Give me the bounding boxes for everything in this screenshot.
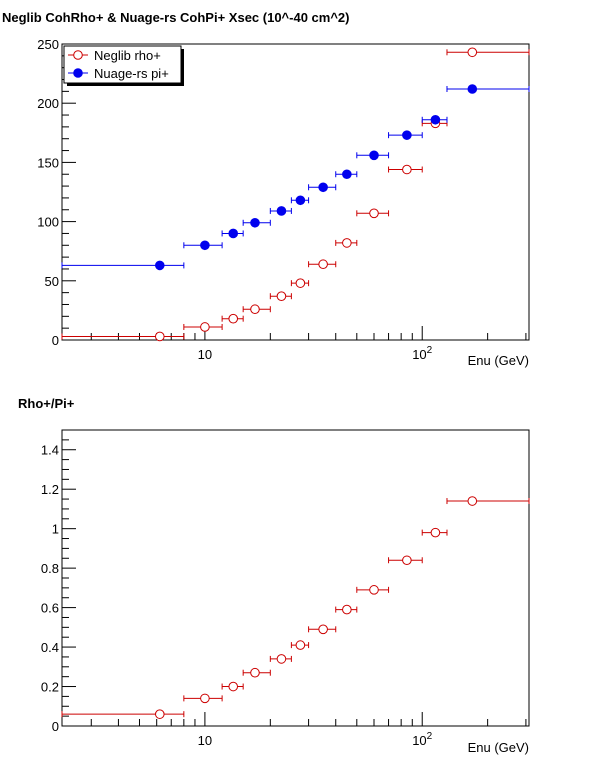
xsec-x-tick-label: 10 <box>198 347 212 362</box>
xsec-series-1 <box>61 84 530 271</box>
xsec-y-tick-label: 200 <box>37 96 59 111</box>
ratio-data-point <box>200 693 210 704</box>
xsec-data-point <box>154 331 165 342</box>
xsec-data-point <box>154 260 165 271</box>
ratio-y-tick-label: 1.4 <box>41 443 59 458</box>
xsec-data-point <box>402 130 412 140</box>
legend-pi-marker <box>73 68 83 78</box>
ratio-data-point <box>430 527 441 538</box>
ratio-data-point <box>228 681 239 692</box>
xsec-data-point <box>369 150 379 161</box>
xsec-data-point <box>467 84 478 94</box>
xsec-y-tick-label: 250 <box>37 37 59 52</box>
legend-box <box>63 45 182 84</box>
xsec-y-tick-label: 50 <box>45 274 59 289</box>
xsec-data-point <box>228 228 239 239</box>
xsec-data-point <box>467 47 478 58</box>
xsec-data-point <box>276 206 287 216</box>
ratio-series-0 <box>61 496 530 719</box>
xsec-data-point <box>342 169 352 180</box>
xsec-data-point <box>250 217 260 228</box>
ratio-data-point <box>467 496 478 506</box>
legend-rho-marker <box>73 50 83 60</box>
ratio-data-point <box>276 654 287 664</box>
ratio-data-point <box>318 624 328 635</box>
xsec-y-tick-label: 100 <box>37 215 59 230</box>
xsec-data-point <box>369 208 379 219</box>
xsec-y-tick-label: 150 <box>37 155 59 170</box>
ratio-data-point <box>402 555 412 566</box>
ratio-x-tick-label: 102 <box>412 731 432 748</box>
xsec-plot-frame <box>61 43 530 341</box>
ratio-data-point <box>250 667 260 678</box>
xsec-data-point <box>295 195 306 206</box>
xsec-chart-title: Neglib CohRho+ & Nuage-rs CohPi+ Xsec (1… <box>2 10 350 25</box>
ratio-x-tick-label: 10 <box>198 733 212 748</box>
xsec-data-point <box>318 182 328 193</box>
xsec-axes: 0 50 100 150 200 250 10 102 <box>37 37 530 362</box>
legend-pi-label: Nuage-rs pi+ <box>94 66 169 81</box>
ratio-plot-frame <box>61 429 530 727</box>
ratio-panel: 0 0.2 0.4 0.6 0.8 1 1.2 1.4 10 102 Rho+/Pi+ Enu (… <box>18 396 530 755</box>
xsec-data-point <box>200 240 210 251</box>
ratio-chart-title: Rho+/Pi+ <box>18 396 75 411</box>
xsec-x-tick-label: 102 <box>412 345 432 362</box>
xsec-x-axis-label: Enu (GeV) <box>468 353 529 368</box>
ratio-y-tick-label: 0.8 <box>41 561 59 576</box>
xsec-data-point <box>402 164 412 175</box>
xsec-data-point <box>295 278 306 288</box>
ratio-y-tick-label: 1.2 <box>41 482 59 497</box>
ratio-y-tick-label: 0.6 <box>41 601 59 616</box>
xsec-data-point <box>276 291 287 301</box>
ratio-data-point <box>342 604 352 615</box>
legend: Neglib rho+ Nuage-rs pi+ <box>63 45 184 86</box>
ratio-y-tick-label: 0.4 <box>41 640 59 655</box>
xsec-panel: 0 50 100 150 200 250 10 102 Neglib CohRho+ & Nu… <box>2 10 530 368</box>
ratio-y-tick-label: 1 <box>52 522 59 537</box>
ratio-y-tick-label: 0 <box>52 719 59 734</box>
xsec-data-point <box>342 238 352 248</box>
xsec-series-0 <box>61 47 530 342</box>
xsec-data-point <box>228 313 239 324</box>
ratio-y-tick-label: 0.2 <box>41 680 59 695</box>
ratio-x-axis-label: Enu (GeV) <box>468 740 529 755</box>
legend-rho-label: Neglib rho+ <box>94 48 161 63</box>
xsec-data-point <box>318 259 328 270</box>
xsec-data-point <box>200 322 210 332</box>
xsec-data-point <box>250 304 260 315</box>
ratio-data-point <box>369 585 379 595</box>
ratio-data-point <box>295 640 306 650</box>
xsec-y-tick-label: 0 <box>52 333 59 348</box>
ratio-axes: 0 0.2 0.4 0.6 0.8 1 1.2 1.4 10 102 <box>41 429 530 748</box>
xsec-data-point <box>430 114 441 125</box>
ratio-data-point <box>154 709 165 719</box>
